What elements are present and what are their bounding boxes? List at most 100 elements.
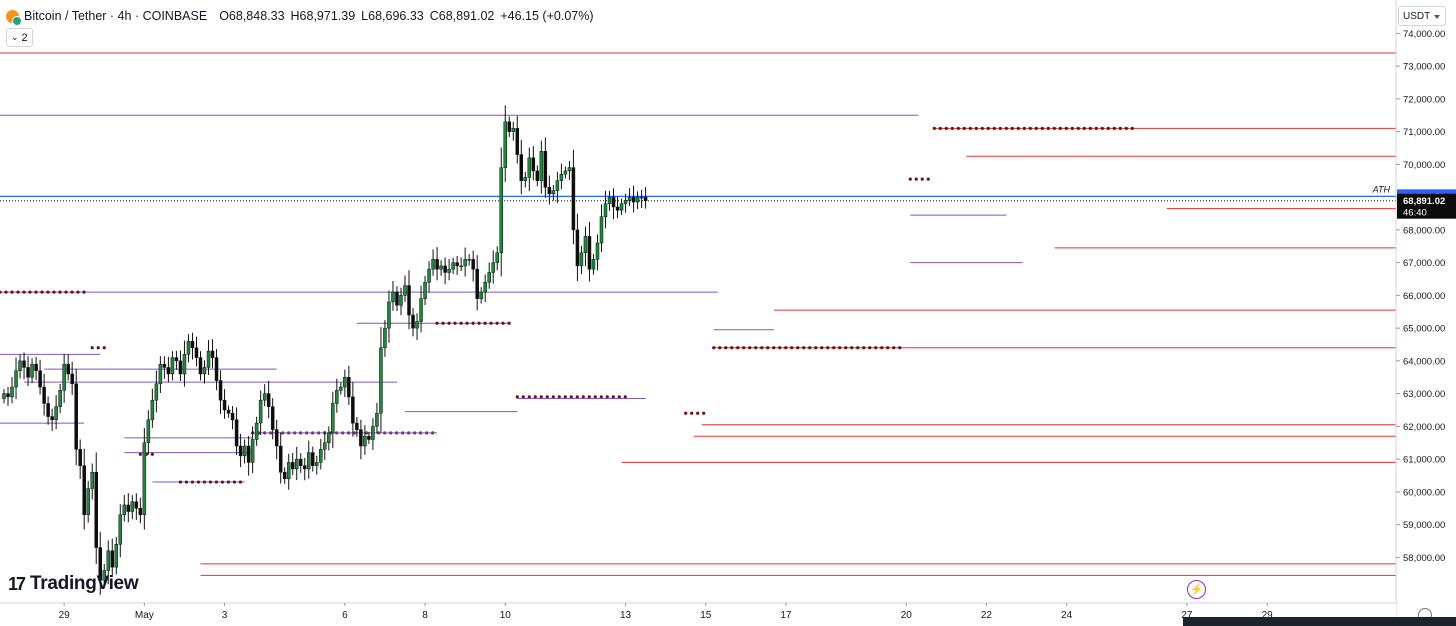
candle-body: [519, 154, 524, 182]
level-dot: [914, 177, 918, 181]
level-lines: [0, 52, 1396, 576]
candle-body: [459, 265, 463, 268]
symbol-title[interactable]: Bitcoin / Tether · 4h · COINBASE: [24, 9, 208, 23]
candle-body: [411, 314, 415, 329]
level-dot: [575, 395, 579, 399]
level-dot: [52, 290, 56, 294]
candle-body: [395, 291, 399, 306]
level-dot: [58, 290, 62, 294]
level-dot: [986, 126, 990, 130]
candle-body: [258, 399, 263, 424]
candle-body: [102, 570, 106, 581]
ohlc-high: H68,971.39: [290, 9, 356, 23]
candle-body: [162, 363, 167, 368]
candle-body: [34, 363, 38, 371]
candle-body: [511, 128, 516, 132]
candle-body: [50, 416, 54, 421]
level-dot: [1040, 126, 1044, 130]
candle-body: [58, 390, 62, 407]
candle-body: [583, 236, 588, 254]
candle-body: [527, 157, 532, 178]
candle-body: [130, 501, 135, 512]
candle-body: [475, 268, 479, 299]
level-dot: [856, 346, 860, 350]
bitcoin-tether-icon: [6, 9, 22, 26]
level-dot: [599, 395, 603, 399]
level-dot: [868, 346, 872, 350]
level-dot: [4, 290, 8, 294]
level-dot: [82, 290, 86, 294]
currency-selector[interactable]: USDT: [1398, 6, 1446, 26]
candle-body: [391, 291, 395, 303]
price-tick-label: 74,000.00: [1403, 29, 1445, 40]
ohlc-open: O68,848.33: [219, 9, 285, 23]
level-dot: [886, 346, 890, 350]
symbol-header[interactable]: Bitcoin / Tether · 4h · COINBASE O68,848…: [6, 7, 594, 26]
ath-note: ATH: [1372, 184, 1391, 194]
level-dot: [944, 126, 948, 130]
level-dot: [772, 346, 776, 350]
indicators-toggle[interactable]: ⌄ 2: [6, 28, 33, 47]
candle-body: [122, 504, 127, 516]
level-dot: [850, 346, 854, 350]
level-dot: [938, 126, 942, 130]
time-tick-label: 13: [620, 610, 632, 621]
level-dot: [441, 321, 445, 325]
candle-body: [503, 121, 507, 168]
level-dot: [178, 480, 183, 484]
candle-body: [339, 386, 343, 391]
candle-body: [347, 377, 351, 398]
level-dot: [533, 395, 537, 399]
candle-body: [639, 196, 644, 199]
candle-body: [471, 259, 475, 270]
last-price-label: 68,891.02: [1403, 196, 1445, 207]
time-axis: [0, 603, 1396, 626]
candle-body: [294, 458, 299, 470]
level-dot: [593, 395, 597, 399]
candle-body: [138, 508, 143, 516]
candle-body: [563, 170, 568, 175]
candle-body: [371, 426, 375, 440]
candle-body: [315, 462, 319, 466]
level-dot: [684, 411, 688, 415]
candle-body: [134, 501, 139, 509]
candle-body: [335, 390, 339, 404]
candle-body: [559, 173, 564, 181]
candle-body: [547, 187, 552, 195]
level-dot: [702, 411, 706, 415]
candle-body: [198, 357, 203, 375]
candle-body: [18, 360, 22, 371]
candle-body: [635, 196, 640, 203]
candle-body: [286, 462, 291, 480]
candle-body: [38, 370, 42, 388]
candle-body: [311, 452, 315, 466]
candle-body: [282, 471, 287, 480]
level-dot: [1022, 126, 1026, 130]
candle-body: [174, 357, 179, 362]
candle-body: [479, 291, 483, 299]
candle-body: [323, 442, 327, 450]
level-dot: [956, 126, 960, 130]
level-dot: [551, 395, 555, 399]
level-dot: [64, 290, 68, 294]
candle-body: [535, 170, 540, 182]
tradingview-logo[interactable]: 17 TradingView: [8, 571, 139, 597]
candle-body: [10, 386, 14, 398]
tradingview-mark-icon: 17: [8, 573, 26, 594]
candle-body: [98, 547, 102, 581]
level-dot: [617, 395, 621, 399]
candle-body: [463, 259, 467, 267]
level-dot: [70, 290, 74, 294]
level-dot: [447, 321, 451, 325]
lightning-icon[interactable]: ⚡: [1187, 580, 1206, 599]
level-dot: [102, 346, 106, 350]
bar-countdown: 46:40: [1403, 208, 1427, 219]
candle-body: [379, 347, 383, 414]
level-dot: [22, 290, 26, 294]
level-dot: [545, 395, 549, 399]
candle-body: [6, 393, 10, 398]
brand-name: TradingView: [30, 573, 139, 594]
bottom-toolbar: [1183, 617, 1456, 626]
candle-body: [274, 429, 279, 447]
